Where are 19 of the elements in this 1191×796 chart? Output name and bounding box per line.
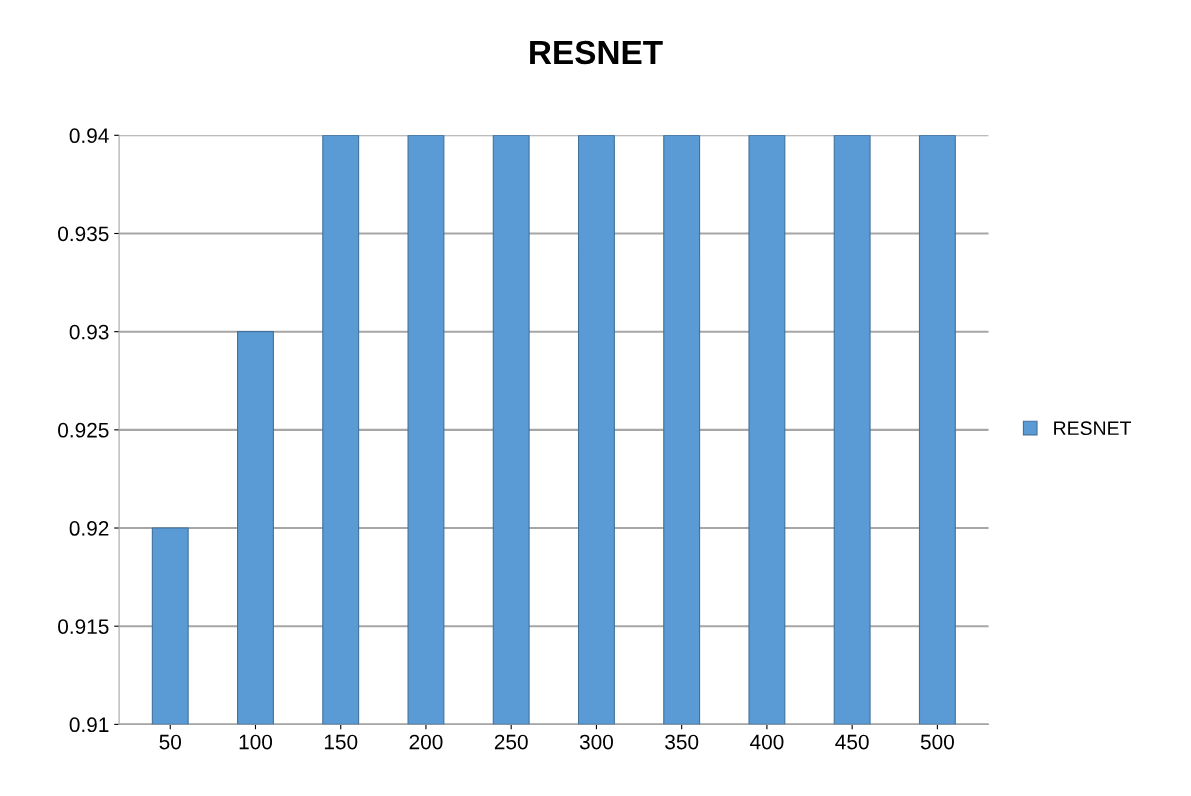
- chart-title: RESNET: [530, 40, 663, 65]
- x-tick-label: 450: [835, 734, 869, 750]
- x-tick-label: 300: [579, 734, 613, 750]
- y-tick-label: 0.92: [69, 521, 109, 536]
- x-tick-label: 500: [920, 734, 954, 750]
- y-tick-label: 0.915: [58, 619, 109, 634]
- y-tick-label: 0.94: [69, 128, 109, 144]
- x-tick-label: 100: [239, 734, 273, 750]
- y-tick-label: 0.925: [58, 422, 109, 438]
- y-tick-label: 0.93: [69, 324, 109, 340]
- y-tick-label: 0.91: [69, 717, 109, 733]
- x-tick-label: 150: [324, 734, 358, 750]
- x-tick-label: 50: [159, 734, 182, 750]
- x-tick-label: 350: [665, 734, 699, 750]
- x-tick-label: 250: [494, 734, 528, 750]
- y-tick-label: 0.935: [58, 226, 109, 242]
- legend-label: RESNET: [1054, 421, 1132, 436]
- x-tick-label: 400: [750, 734, 784, 750]
- x-tick-label: 200: [409, 734, 443, 750]
